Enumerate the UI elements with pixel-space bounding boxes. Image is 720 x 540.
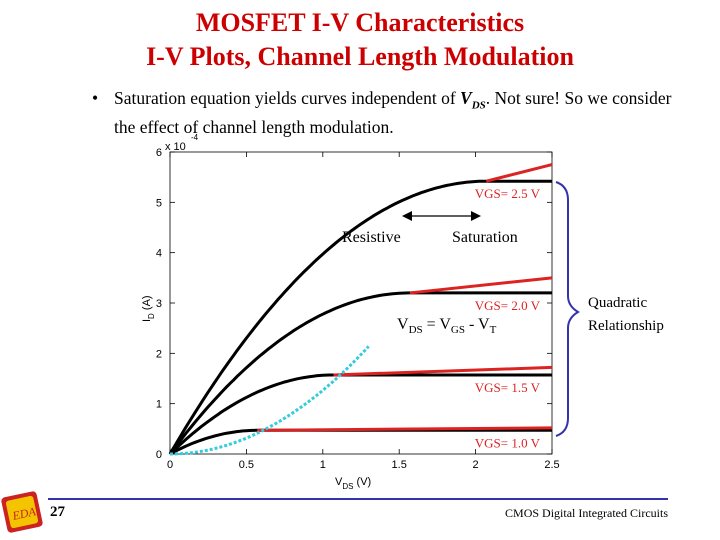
x-tick-label: 2.5	[544, 459, 559, 471]
saturation-label: Saturation	[452, 229, 518, 246]
x-tick-label: 1.5	[392, 459, 407, 471]
saturation-boundary	[170, 345, 370, 456]
resistive-label: Resistive	[342, 229, 401, 246]
eda-logo: EDA	[1, 491, 43, 533]
x-axis-label: VDS (V)	[335, 476, 371, 491]
iv-curve	[168, 179, 552, 455]
quadratic-bracket	[555, 181, 580, 437]
boundary-curve	[170, 345, 370, 456]
clm-line	[409, 276, 553, 295]
y-tick-label: 5	[156, 197, 162, 209]
axis-ticks: 0 0.5 1 1.5 2 2.5 0 1 2 3 4 5 6	[156, 147, 560, 471]
y-tick-label: 2	[156, 348, 162, 360]
y-tick-label: 0	[156, 449, 162, 461]
y-multiplier-exponent: -4	[191, 133, 199, 142]
x-tick-label: 2	[473, 459, 479, 471]
slide-title-line1: MOSFET I-V Characteristics	[195, 8, 525, 37]
series-label: VGS= 1.0 V	[475, 435, 541, 450]
x-tick-label: 1	[320, 459, 326, 471]
y-tick-label: 1	[156, 399, 162, 411]
bullet-vds-subscript: DS	[471, 99, 486, 112]
bullet-marker: •	[92, 88, 99, 108]
bullet-text: Saturation equation yields curves indepe…	[114, 88, 694, 138]
bullet-vds-symbol: V	[460, 88, 472, 108]
y-tick-label: 4	[156, 248, 162, 260]
series-label: VGS= 1.5 V	[475, 380, 541, 395]
y-tick-label: 6	[156, 147, 162, 159]
iv-curves	[168, 179, 552, 456]
y-multiplier: x 10	[165, 141, 186, 153]
x-tick-label: 0	[167, 459, 173, 471]
series-labels: VGS= 2.5 V VGS= 2.0 V VGS= 1.5 V VGS= 1.0 V	[475, 186, 541, 450]
boundary-equation: VDS = VGS - VT	[397, 316, 497, 336]
series-label: VGS= 2.5 V	[475, 186, 541, 201]
footer-rule	[48, 498, 668, 500]
clm-lines	[257, 163, 553, 432]
region-arrow	[402, 211, 481, 221]
clm-line	[333, 365, 553, 377]
series-label: VGS= 2.0 V	[475, 298, 541, 313]
bullet-text-part2: . Not sure! So we consider the effect of…	[114, 88, 672, 137]
clm-line	[485, 163, 553, 183]
quadratic-label-line2: Relationship	[588, 318, 664, 334]
logo-text: EDA	[10, 504, 37, 523]
x-tick-label: 0.5	[239, 459, 254, 471]
bullet-text-part1: Saturation equation yields curves indepe…	[114, 88, 461, 108]
clm-line	[257, 426, 553, 432]
footer-source: CMOS Digital Integrated Circuits	[505, 506, 668, 520]
slide-title-line2: I-V Plots, Channel Length Modulation	[146, 42, 574, 71]
iv-curve	[168, 291, 552, 455]
y-axis-label: ID (A)	[141, 295, 156, 322]
y-tick-label: 3	[156, 298, 162, 310]
quadratic-label-line1: Quadratic	[588, 295, 647, 311]
page-number: 27	[50, 504, 65, 520]
